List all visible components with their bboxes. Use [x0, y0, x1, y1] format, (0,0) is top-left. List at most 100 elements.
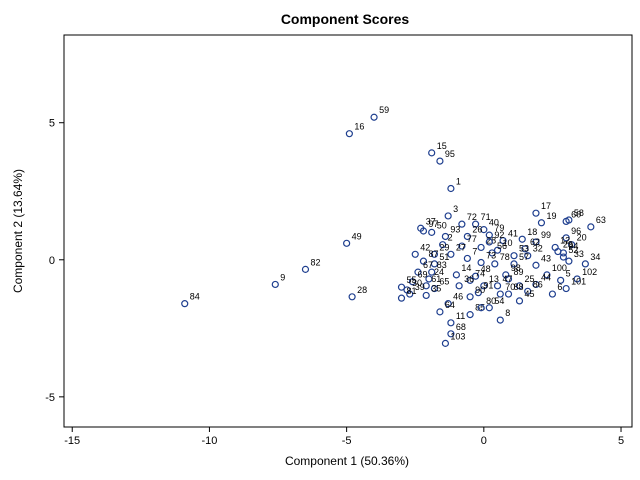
- data-point: [447, 330, 455, 338]
- data-point: [515, 297, 524, 305]
- data-point: [428, 228, 436, 236]
- point-label: 94: [568, 241, 578, 251]
- point-label: 68: [456, 322, 466, 332]
- point-label: 65: [439, 277, 449, 287]
- point-label: 93: [450, 224, 460, 234]
- y-axis-label: Component 2 (13.64%): [11, 169, 25, 293]
- point-label: 70: [505, 282, 515, 292]
- point-label: 57: [519, 252, 529, 262]
- data-point: [408, 278, 417, 286]
- point-label: 85: [475, 303, 485, 313]
- data-point: [532, 280, 540, 289]
- point-label: 96: [571, 226, 581, 236]
- data-point: [447, 184, 455, 193]
- point-label: 30: [412, 278, 422, 288]
- point-label: 14: [461, 263, 471, 273]
- point-label: 64: [445, 300, 455, 310]
- chart-title: Component Scores: [281, 11, 410, 27]
- point-label: 71: [481, 212, 491, 222]
- data-point: [485, 304, 493, 312]
- point-label: 43: [541, 253, 551, 263]
- data-point: [477, 258, 485, 267]
- point-label: 61: [431, 274, 441, 284]
- data-point: [452, 271, 460, 279]
- data-point: [348, 293, 356, 301]
- point-label: 80: [486, 296, 496, 306]
- data-point: [406, 290, 414, 298]
- data-point: [444, 212, 452, 220]
- point-label: 28: [357, 285, 367, 295]
- point-label: 87: [428, 249, 438, 259]
- data-point: [414, 268, 422, 276]
- data-point: [524, 287, 532, 295]
- point-label: 73: [486, 251, 496, 261]
- point-label: 24: [434, 267, 444, 277]
- data-point: [557, 276, 565, 284]
- data-point: [428, 268, 436, 276]
- data-point: [343, 239, 351, 247]
- point-label: 60: [571, 209, 581, 219]
- data-point: [419, 257, 428, 265]
- data-point: [447, 250, 455, 258]
- point-label: 101: [571, 277, 586, 287]
- point-label: 56: [497, 241, 507, 251]
- point-label: 50: [437, 220, 447, 230]
- point-label: 33: [574, 249, 584, 259]
- data-point: [559, 253, 568, 261]
- point-label: 15: [437, 141, 447, 151]
- point-label: 37: [426, 216, 436, 226]
- data-point: [436, 308, 444, 316]
- point-label: 99: [541, 230, 551, 240]
- point-label: 102: [582, 267, 597, 277]
- point-label: 78: [500, 252, 510, 262]
- data-point: [466, 293, 474, 301]
- data-point: [422, 291, 430, 300]
- data-point: [471, 272, 480, 280]
- data-point: [463, 254, 471, 263]
- point-label: 59: [379, 105, 389, 115]
- data-point: [477, 243, 485, 252]
- point-label: 92: [494, 230, 504, 240]
- point-label: 88: [514, 282, 524, 292]
- data-point: [491, 260, 499, 268]
- point-label: 6: [557, 282, 562, 292]
- axes: -15 -10 -5 0 5 -5 0 5: [45, 118, 624, 447]
- point-label: 46: [453, 292, 463, 302]
- point-label: 39: [415, 282, 425, 292]
- point-label: 52: [568, 245, 578, 255]
- point-label: 1: [456, 177, 461, 187]
- data-point: [488, 249, 496, 257]
- data-point: [504, 290, 513, 298]
- point-label: 90: [475, 285, 485, 295]
- point-label: 19: [546, 211, 556, 221]
- data-point: [537, 219, 546, 227]
- data-point: [419, 227, 428, 235]
- data-point: [444, 300, 452, 308]
- data-point: [301, 265, 310, 273]
- x-tick-label: 5: [618, 435, 624, 447]
- data-point: [458, 220, 466, 228]
- data-point: [496, 316, 504, 324]
- point-label: 83: [437, 260, 447, 270]
- point-label: 74: [475, 268, 485, 278]
- point-label: 26: [472, 224, 482, 234]
- data-point: [532, 261, 540, 269]
- point-label: 34: [590, 252, 600, 262]
- point-label: 2: [448, 233, 453, 243]
- data-point: [430, 284, 439, 293]
- point-label: 103: [450, 331, 465, 341]
- point-label: 72: [467, 212, 477, 222]
- data-point: [510, 260, 518, 268]
- point-label: 29: [439, 242, 449, 252]
- point-label: 7: [472, 246, 477, 256]
- plot-frame: [63, 34, 633, 428]
- point-label: 82: [310, 257, 320, 267]
- point-label: 79: [494, 223, 504, 233]
- point-label: 69: [417, 270, 427, 280]
- data-point: [562, 284, 570, 293]
- point-label: 62: [530, 237, 540, 247]
- point-label: 44: [541, 272, 551, 282]
- point-label: 8: [505, 308, 510, 318]
